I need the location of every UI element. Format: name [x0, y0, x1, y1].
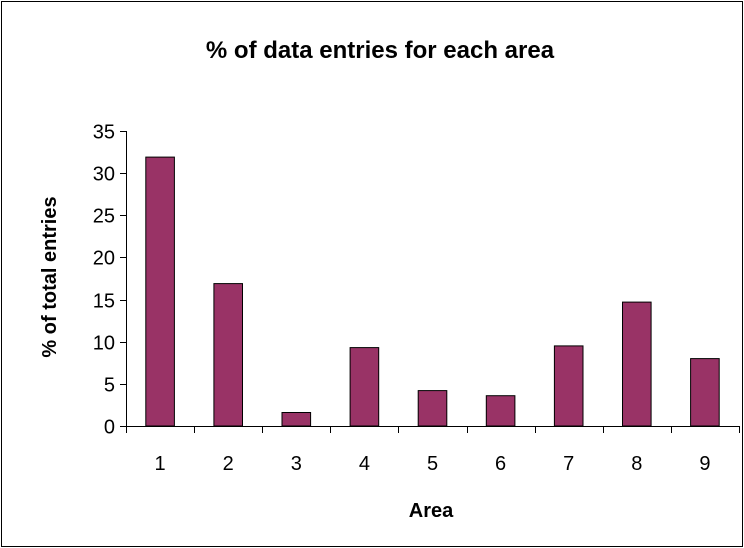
y-tick-label: 20 — [93, 248, 115, 270]
y-tick-label: 15 — [93, 291, 115, 313]
y-axis-label: % of total entries — [39, 196, 61, 357]
x-tick-label: 7 — [563, 453, 574, 475]
bar-area-1 — [145, 156, 175, 427]
x-tick-label: 5 — [427, 453, 438, 475]
x-tick-label: 3 — [291, 453, 302, 475]
bar-area-6 — [485, 395, 516, 427]
x-axis-label: Area — [409, 500, 454, 522]
y-tick-label: 10 — [93, 333, 115, 355]
x-tick-label: 9 — [699, 453, 710, 475]
x-tick-label: 1 — [155, 453, 166, 475]
y-tick-label: 5 — [104, 375, 115, 397]
y-tick-label: 35 — [93, 122, 115, 144]
bar-area-2 — [213, 283, 243, 427]
chart-title: % of data entries for each area — [206, 37, 555, 64]
x-tick-label: 2 — [223, 453, 234, 475]
bar-area-4 — [349, 347, 380, 427]
y-tick-label: 30 — [93, 164, 115, 186]
bar-area-3 — [281, 412, 312, 427]
x-tick-label: 6 — [495, 453, 506, 475]
y-tick-label: 25 — [93, 206, 115, 228]
bar-area-7 — [553, 345, 584, 427]
bar-area-8 — [622, 301, 652, 427]
x-tick-label: 8 — [631, 453, 642, 475]
bar-area-9 — [690, 358, 720, 427]
x-tick-label: 4 — [359, 453, 370, 475]
bar-area-5 — [417, 390, 448, 427]
plot-area: 0 5 10 15 20 25 30 35 1 2 3 4 5 6 7 8 9 — [93, 122, 740, 475]
y-tick-label: 0 — [104, 417, 115, 439]
